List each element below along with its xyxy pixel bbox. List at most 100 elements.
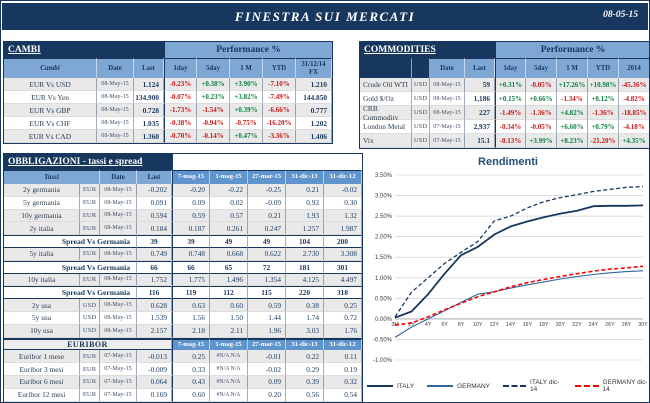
cell: EUR Vs GBP xyxy=(4,104,97,117)
cell: EUR xyxy=(80,209,100,223)
cell: 0.25 xyxy=(324,299,362,312)
column-header: 1-mag-15 xyxy=(210,170,248,184)
cell: 0.60 xyxy=(172,388,210,402)
x-axis-label: 8Y xyxy=(458,322,465,328)
cell: -0.013 xyxy=(137,350,172,364)
x-axis-label: 28Y xyxy=(622,322,632,328)
cell: -0.05% xyxy=(526,120,557,134)
legend-item: GERMANY xyxy=(427,383,490,390)
cell: -0.13% xyxy=(495,134,526,148)
cell: 318 xyxy=(324,286,362,300)
cell: 1.96 xyxy=(248,324,286,338)
x-axis-label: 14Y xyxy=(506,322,516,328)
y-axis-label: 3.50% xyxy=(375,173,393,179)
cell: Euribor 12 mesi xyxy=(4,388,80,402)
cell: -0.01 xyxy=(248,350,286,364)
cell: #N/A N/A xyxy=(210,363,248,376)
column-header: 27-mar-15 xyxy=(248,337,286,351)
x-axis-label: 2Y xyxy=(408,322,415,328)
cell: 39 xyxy=(137,235,172,248)
cell: +0.15% xyxy=(495,92,526,106)
x-axis-label: 16Y xyxy=(523,322,533,328)
y-axis-label: 0.50% xyxy=(375,296,393,302)
y-axis-label: 1.00% xyxy=(375,276,393,282)
cell: 08-May-15 xyxy=(430,106,465,120)
cell: 1.035 xyxy=(134,117,164,130)
legend-label: GERMANY dic-14 xyxy=(602,379,648,393)
cell: 0.187 xyxy=(172,222,210,236)
cell: 4.125 xyxy=(286,273,324,287)
cell: 66 xyxy=(172,260,210,274)
column-header: 1day xyxy=(495,58,526,78)
cell: -0.75% xyxy=(230,117,263,130)
cell: 08-May-15 xyxy=(100,311,137,325)
cell: -0.07% xyxy=(164,91,197,104)
cell: USD xyxy=(412,92,430,106)
cell: 0.22 xyxy=(286,350,324,364)
column-header: 31-dic-13 xyxy=(286,337,324,351)
cell: 1.360 xyxy=(134,130,164,143)
column-header: Cambi xyxy=(4,58,97,78)
cell: EUR xyxy=(80,222,100,236)
cambi-title-row: CAMBI Performance % xyxy=(4,42,332,58)
cell: +0.12% xyxy=(588,92,619,106)
cell: 2y germania xyxy=(4,184,80,197)
cell: -0.202 xyxy=(137,184,172,197)
column-header: 31-dic-12 xyxy=(324,170,362,184)
cell: 5y germania xyxy=(4,196,80,210)
cell: 1.210 xyxy=(296,78,332,91)
commodities-performance-header: Performance % xyxy=(495,42,649,58)
cell: 1.93 xyxy=(286,209,324,223)
cell: 0.38 xyxy=(286,299,324,312)
cell: 0.02 xyxy=(210,196,248,210)
column-header: 27-mar-15 xyxy=(248,170,286,184)
cell: -0.02 xyxy=(324,184,362,197)
cell: +8.23% xyxy=(557,134,588,148)
cell: 07-May-15 xyxy=(430,134,465,148)
cell: +0.79% xyxy=(588,120,619,134)
cell: -1.49% xyxy=(495,106,526,120)
cell: 1.50 xyxy=(210,311,248,325)
cell: USD xyxy=(80,311,100,325)
cell: 301 xyxy=(324,260,362,274)
cell: +6.60% xyxy=(557,120,588,134)
legend-label: ITALY dic-14 xyxy=(530,379,560,393)
commodities-title-row: COMMODITIES Performance % xyxy=(360,42,649,58)
cell: USD xyxy=(80,299,100,312)
cell: 115 xyxy=(248,286,286,300)
legend-swatch xyxy=(502,385,527,387)
cell: 1.74 xyxy=(286,311,324,325)
commodities-title: COMMODITIES xyxy=(360,42,495,58)
cell: -0.25 xyxy=(248,184,286,197)
y-axis-label: 2.50% xyxy=(375,214,393,220)
cell: 0.184 xyxy=(137,222,172,236)
cell: +0.38% xyxy=(197,78,230,91)
legend-label: ITALY xyxy=(397,382,415,390)
cell: -18.85% xyxy=(619,106,649,120)
cell: 1.354 xyxy=(248,273,286,287)
page-title: FINESTRA SUI MERCATI xyxy=(234,8,416,24)
cell: 0.728 xyxy=(134,104,164,117)
cell: 0.33 xyxy=(172,363,210,376)
column-header: 7-mag-15 xyxy=(172,337,210,351)
cambi-table: CAMBI Performance % Cambi Date Last 1day 5da… xyxy=(3,41,333,144)
cell: 1.202 xyxy=(296,117,332,130)
cell: 1.44 xyxy=(248,311,286,325)
cell: 0.261 xyxy=(210,222,248,236)
cell: 08-May-15 xyxy=(97,78,134,91)
column-header: Last xyxy=(134,58,164,78)
spread-label: Spread Vs Germania xyxy=(4,260,137,274)
cell: Euribor 3 mesi xyxy=(4,363,80,376)
cell: 0.749 xyxy=(137,247,172,261)
cell: +0.66% xyxy=(526,92,557,106)
cambi-grid: Cambi Date Last 1day 5day 1 M YTD 31/12/14 FX EU… xyxy=(4,58,332,143)
bonds-grid: Tassi Date Last 7-mag-15 1-mag-15 27-mar-15 31… xyxy=(4,170,362,402)
rendimenti-svg: -1.00% -0.50% 0.00% 0.50% 1.00% 1.50% 2.00% 2.5… xyxy=(373,173,648,364)
cell: USD xyxy=(412,134,430,148)
y-axis-label: -0.50% xyxy=(373,337,393,343)
cell: 0.09 xyxy=(172,196,210,210)
cell: 08-May-15 xyxy=(100,222,137,236)
legend-item: ITALY xyxy=(367,383,414,390)
section-label: EURIBOR xyxy=(4,337,172,351)
legend-item: ITALY dic-14 xyxy=(502,379,562,393)
